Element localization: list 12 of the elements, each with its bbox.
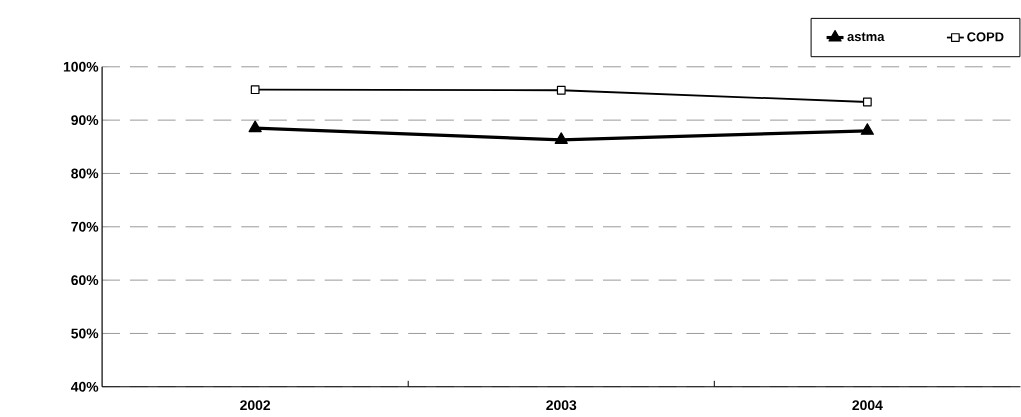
legend-label: COPD — [967, 32, 1004, 42]
y-tick-label: 80% — [71, 168, 99, 179]
x-tick-label: 2002 — [240, 400, 271, 411]
y-tick-label: 100% — [63, 61, 99, 72]
x-tick-label: 2004 — [852, 400, 883, 411]
legend-label: astma — [847, 32, 885, 42]
y-tick-label: 60% — [71, 275, 99, 286]
y-tick-label: 90% — [71, 115, 99, 126]
y-tick-label: 50% — [71, 328, 99, 339]
y-tick-label: 70% — [71, 221, 99, 232]
x-tick-label: 2003 — [546, 400, 577, 411]
y-tick-label: 40% — [70, 381, 99, 392]
